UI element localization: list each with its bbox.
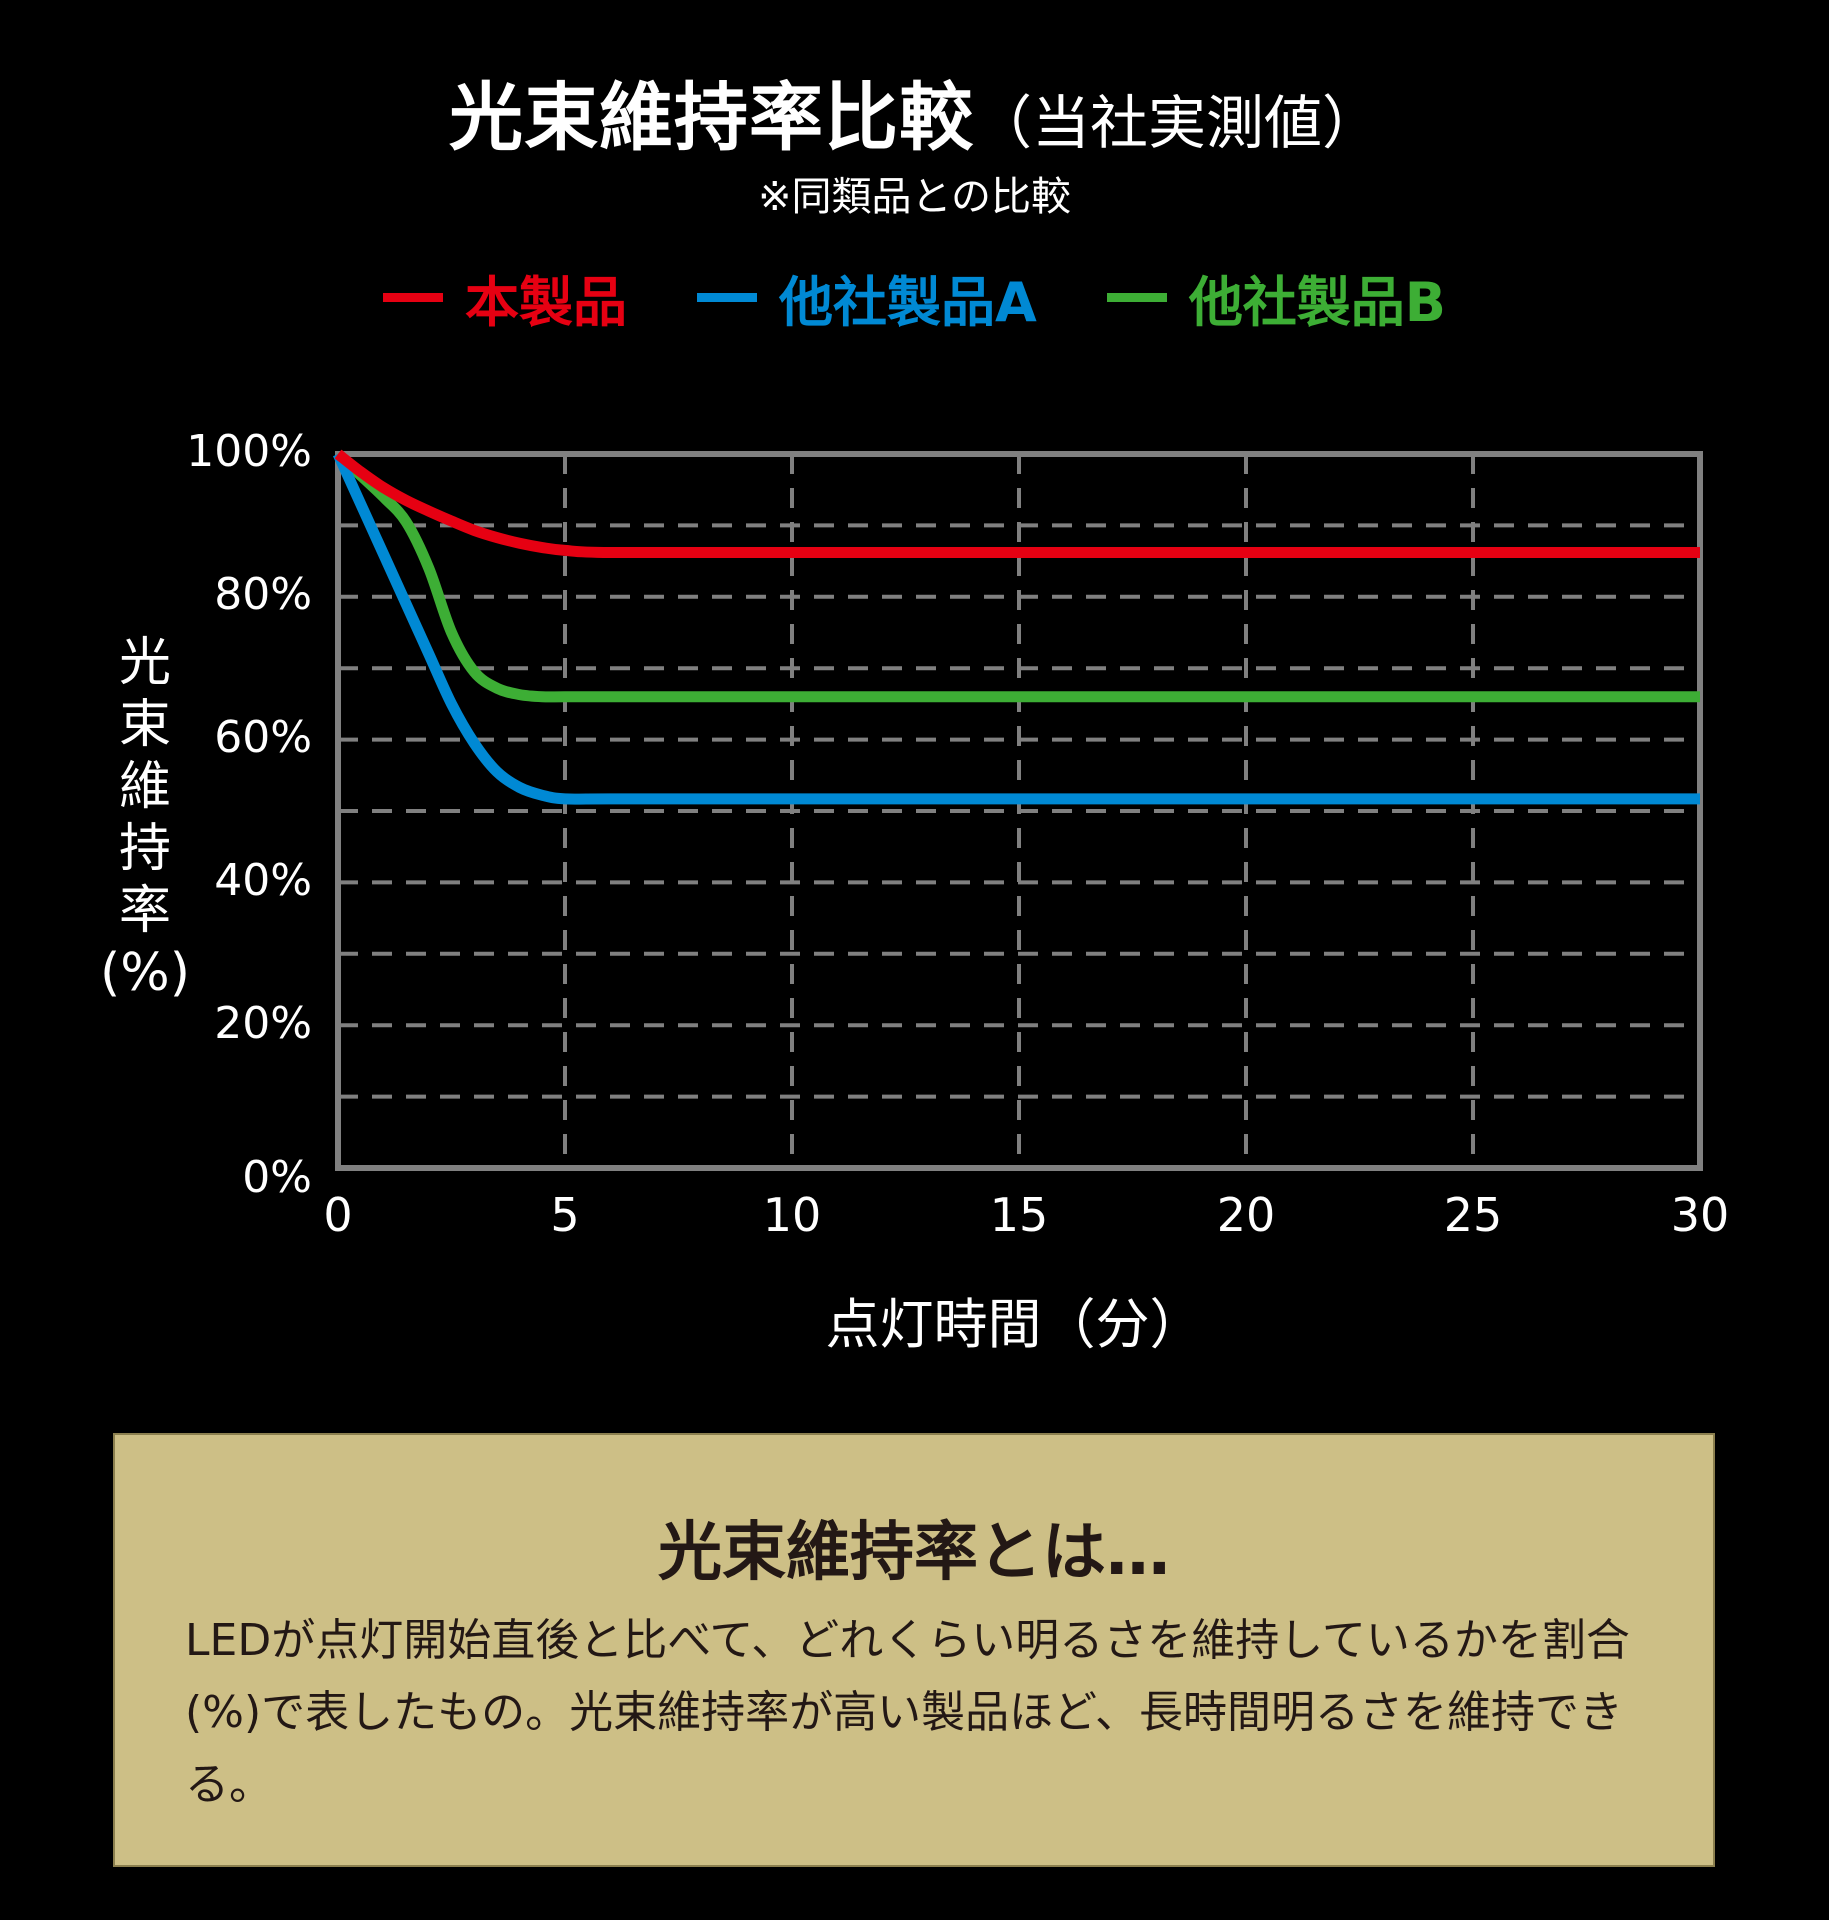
chart-title: 光束維持率比較（当社実測値） bbox=[0, 58, 1829, 165]
legend-label: 他社製品A bbox=[779, 271, 1037, 334]
legend-swatch-red bbox=[383, 293, 444, 302]
legend-label: 他社製品B bbox=[1188, 271, 1446, 334]
x-tick-label: 0 bbox=[323, 1188, 353, 1242]
chart-title-sub: （当社実測値） bbox=[973, 89, 1380, 157]
legend: 本製品 他社製品A 他社製品B bbox=[0, 258, 1829, 337]
y-tick-label: 40% bbox=[214, 855, 312, 906]
legend-swatch-blue bbox=[697, 293, 758, 302]
legend-item-competitor-b: 他社製品B bbox=[1106, 258, 1446, 337]
y-axis-title-char: 束 bbox=[118, 695, 171, 755]
series-line-competitor-a bbox=[332, 451, 1700, 805]
legend-swatch-green bbox=[1106, 293, 1167, 302]
definition-text: LEDが点灯開始直後と比べて、どれくらい明るさを維持しているかを割合(%)で表し… bbox=[185, 1615, 1630, 1810]
chart-title-main: 光束維持率比較 bbox=[448, 75, 974, 161]
definition-box: 光束維持率とは… LEDが点灯開始直後と比べて、どれくらい明るさを維持しているか… bbox=[113, 1433, 1715, 1867]
legend-item-this-product: 本製品 bbox=[383, 258, 627, 337]
legend-label: 本製品 bbox=[465, 271, 628, 334]
y-tick-label: 100% bbox=[186, 426, 312, 477]
y-tick-label: 80% bbox=[214, 569, 312, 620]
legend-item-competitor-a: 他社製品A bbox=[697, 258, 1037, 337]
y-axis-title-char: (%) bbox=[100, 943, 190, 1003]
chart-subtitle: ※同類品との比較 bbox=[757, 174, 1072, 220]
x-tick-label: 10 bbox=[762, 1188, 822, 1242]
x-tick-label: 25 bbox=[1443, 1188, 1503, 1242]
x-axis-title: 点灯時間（分） bbox=[825, 1293, 1204, 1356]
y-tick-label: 20% bbox=[214, 998, 312, 1049]
y-axis-title-char: 率 bbox=[118, 881, 171, 941]
x-tick-label: 20 bbox=[1216, 1188, 1276, 1242]
gridlines bbox=[338, 454, 1700, 1168]
x-tick-label: 30 bbox=[1670, 1188, 1730, 1242]
x-tick-label: 5 bbox=[550, 1188, 580, 1242]
series-line-this-product bbox=[334, 449, 1700, 559]
plot-frame bbox=[335, 451, 1703, 1171]
x-tick-label: 15 bbox=[989, 1188, 1049, 1242]
data-lines bbox=[332, 449, 1700, 805]
y-axis-title-char: 光 bbox=[118, 633, 171, 693]
y-axis-title-char: 維 bbox=[118, 757, 171, 817]
definition-title: 光束維持率とは… bbox=[658, 1516, 1170, 1590]
y-tick-label: 0% bbox=[242, 1152, 312, 1203]
y-axis-title: 光 束 維 持 率 (%) bbox=[100, 632, 190, 1004]
y-axis-title-char: 持 bbox=[118, 819, 171, 879]
y-tick-label: 60% bbox=[214, 712, 312, 763]
series-line-competitor-b bbox=[334, 449, 1700, 703]
